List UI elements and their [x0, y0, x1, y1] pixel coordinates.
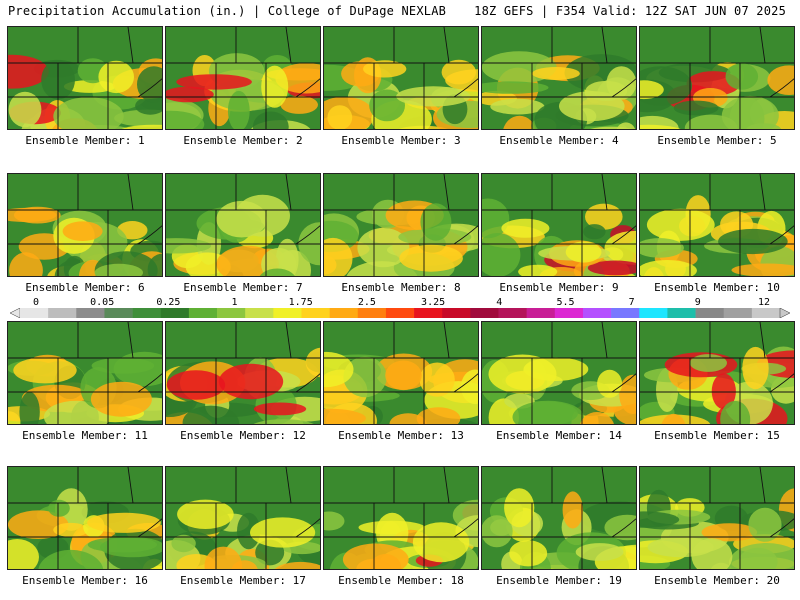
colorbar-swatch: [639, 308, 668, 318]
ensemble-member-label: Ensemble Member: 2: [183, 134, 303, 147]
colorbar-tick-label: 2.5: [357, 297, 376, 308]
colorbar-swatch: [301, 308, 330, 318]
colorbar-tick-label: 0.25: [156, 297, 181, 308]
ensemble-member-map: [323, 26, 479, 130]
ensemble-member-label: Ensemble Member: 11: [22, 429, 148, 442]
colorbar-swatch: [723, 308, 753, 318]
ensemble-member-map: [323, 321, 479, 425]
colorbar-swatch: [245, 308, 274, 318]
ensemble-member-map: [165, 321, 321, 425]
ensemble-member-map: [7, 26, 163, 130]
ensemble-member-map: [7, 173, 163, 277]
ensemble-member-label: Ensemble Member: 1: [25, 134, 145, 147]
ensemble-member-map: [481, 26, 637, 130]
colorbar-tick-label: 0: [32, 297, 40, 308]
ensemble-member-label: Ensemble Member: 13: [338, 429, 464, 442]
colorbar-swatch: [329, 308, 359, 318]
colorbar-tick-label: 1.75: [288, 297, 313, 308]
map-title: Precipitation Accumulation (in.) | Colle…: [8, 4, 447, 18]
ensemble-member-label: Ensemble Member: 17: [180, 574, 306, 587]
colorbar-swatch: [160, 308, 190, 318]
ensemble-member-label: Ensemble Member: 6: [25, 281, 145, 294]
ensemble-member-map: [7, 321, 163, 425]
ensemble-member-label: Ensemble Member: 19: [496, 574, 622, 587]
colorbar-swatch: [20, 308, 49, 318]
ensemble-member-map: [639, 173, 795, 277]
ensemble-member-map: [323, 173, 479, 277]
colorbar-swatch: [582, 308, 612, 318]
ensemble-member-label: Ensemble Member: 9: [499, 281, 619, 294]
ensemble-member-label: Ensemble Member: 4: [499, 134, 619, 147]
ensemble-member-map: [165, 173, 321, 277]
ensemble-member-map: [7, 466, 163, 570]
colorbar-swatch: [611, 308, 640, 318]
colorbar-swatch: [188, 308, 218, 318]
colorbar-swatch: [48, 308, 77, 318]
colorbar-tick-label: 12: [757, 297, 771, 308]
ensemble-member-label: Ensemble Member: 12: [180, 429, 306, 442]
ensemble-member-map: [481, 321, 637, 425]
color-scale-bar: [10, 308, 790, 318]
colorbar-swatch: [104, 308, 133, 318]
ensemble-member-map: [165, 26, 321, 130]
colorbar-swatch: [554, 308, 584, 318]
ensemble-member-label: Ensemble Member: 15: [654, 429, 780, 442]
colorbar-swatch: [695, 308, 725, 318]
colorbar-swatch: [273, 308, 302, 318]
colorbar-tick-label: 1: [231, 297, 238, 308]
colorbar-swatch: [751, 308, 781, 318]
colorbar-tick-label: 0.05: [90, 297, 115, 308]
ensemble-member-label: Ensemble Member: 18: [338, 574, 464, 587]
colorbar-right-tip: [779, 308, 790, 318]
ensemble-member-map: [165, 466, 321, 570]
ensemble-member-label: Ensemble Member: 20: [654, 574, 780, 587]
colorbar-swatch: [414, 308, 443, 318]
ensemble-member-label: Ensemble Member: 8: [341, 281, 461, 294]
colorbar-swatch: [442, 308, 471, 318]
ensemble-member-map: [323, 466, 479, 570]
colorbar-left-tip: [10, 308, 21, 318]
colorbar-swatch: [217, 308, 246, 318]
ensemble-member-label: Ensemble Member: 3: [341, 134, 461, 147]
ensemble-member-map: [639, 321, 795, 425]
ensemble-member-map: [481, 173, 637, 277]
ensemble-member-label: Ensemble Member: 5: [657, 134, 777, 147]
colorbar-swatch: [385, 308, 415, 318]
ensemble-member-label: Ensemble Member: 14: [496, 429, 622, 442]
ensemble-member-map: [481, 466, 637, 570]
colorbar-swatch: [132, 308, 162, 318]
ensemble-member-map: [639, 26, 795, 130]
ensemble-member-map: [639, 466, 795, 570]
colorbar-swatch: [526, 308, 556, 318]
valid-time: 18Z GEFS | F354 Valid: 12Z SAT JUN 07 20…: [474, 4, 786, 18]
ensemble-member-label: Ensemble Member: 16: [22, 574, 148, 587]
colorbar-tick-label: 7: [628, 297, 635, 308]
ensemble-member-label: Ensemble Member: 7: [183, 281, 303, 294]
colorbar-tick-label: 3.25: [421, 297, 446, 308]
colorbar-swatch: [667, 308, 696, 318]
colorbar-swatch: [470, 308, 499, 318]
ensemble-member-label: Ensemble Member: 10: [654, 281, 780, 294]
colorbar-swatch: [76, 308, 105, 318]
colorbar-swatch: [357, 308, 387, 318]
colorbar-tick-label: 4: [496, 297, 503, 308]
colorbar-swatch: [498, 308, 527, 318]
colorbar-tick-label: 9: [694, 297, 701, 308]
colorbar-tick-label: 5.5: [556, 297, 575, 308]
